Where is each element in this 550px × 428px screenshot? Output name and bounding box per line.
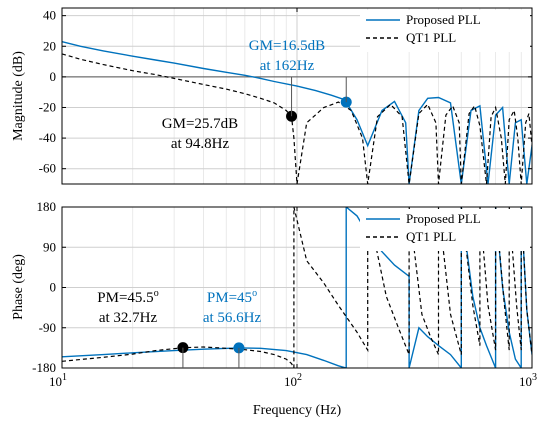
legend-box	[360, 209, 530, 251]
y-tick-label: 0	[50, 69, 57, 84]
y-tick-label: 180	[37, 199, 57, 214]
legend-label: QT1 PLL	[406, 30, 456, 45]
pm-proposed-degree-symbol: o	[252, 288, 257, 299]
gm-proposed-line2: at 162Hz	[260, 58, 315, 74]
x-axis-label: Frequency (Hz)	[253, 403, 342, 418]
x-tick-exponent: 2	[297, 372, 302, 383]
panel-magnitude	[61, 7, 533, 185]
legend-label: Proposed PLL	[406, 12, 481, 27]
x-tick-label: 102	[284, 372, 302, 389]
pm-qt1-degree-symbol: o	[154, 288, 159, 299]
y-tick-label: 0	[50, 280, 57, 295]
y-tick-label: -40	[39, 130, 56, 145]
panel-phase	[61, 206, 533, 369]
x-tick-label: 103	[519, 372, 537, 389]
y-tick-label: -180	[32, 360, 56, 375]
y-tick-label: -60	[39, 161, 56, 176]
pm-proposed-line2: at 56.6Hz	[203, 310, 262, 326]
y-tick-label: -90	[39, 320, 56, 335]
series-line-qt1-pll	[62, 53, 532, 184]
y-tick-label: 40	[43, 8, 56, 23]
y-tick-label: 90	[43, 239, 56, 254]
y-tick-label: -20	[39, 99, 56, 114]
legend-label: Proposed PLL	[406, 211, 481, 226]
series-line-qt1-pll	[62, 207, 532, 368]
gm-proposed-line1: GM=16.5dB	[249, 38, 325, 54]
pm-proposed-line1: PM=45o	[207, 288, 257, 306]
pm-qt1-line1: PM=45.5o	[97, 288, 158, 306]
series-group	[62, 207, 532, 368]
gm-qt1-line2: at 94.8Hz	[171, 136, 230, 152]
series-group	[62, 41, 532, 184]
legend-label: QT1 PLL	[406, 229, 456, 244]
x-tick-exponent: 1	[62, 372, 67, 383]
x-tick-exponent: 3	[532, 372, 537, 383]
legend-box	[360, 10, 530, 52]
gm-qt1-line1: GM=25.7dB	[162, 116, 238, 132]
series-line-proposed-pll	[62, 41, 532, 184]
y-axis-label: Phase (deg)	[11, 254, 26, 320]
pm-qt1-line2: at 32.7Hz	[99, 310, 158, 326]
y-tick-label: 20	[43, 38, 56, 53]
y-axis-label: Magnitude (dB)	[11, 51, 26, 141]
x-tick-label: 101	[49, 372, 67, 389]
